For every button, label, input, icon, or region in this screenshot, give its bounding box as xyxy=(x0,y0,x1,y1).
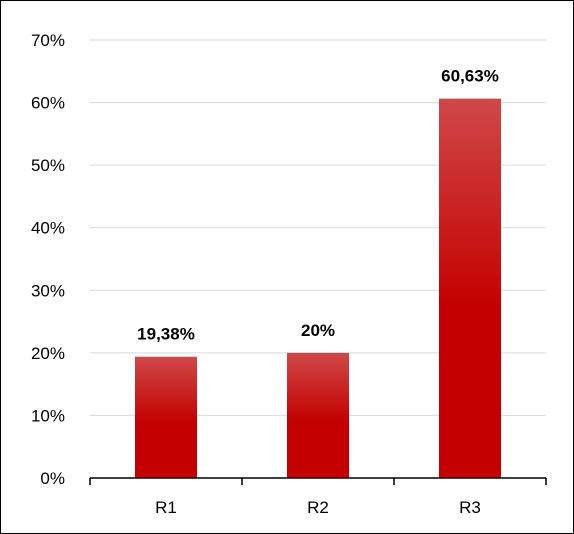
category-label: R3 xyxy=(459,498,481,517)
y-tick-label: 0% xyxy=(40,469,65,488)
y-tick-label: 40% xyxy=(31,219,65,238)
data-labels: 19,38% 20% 60,63% xyxy=(137,67,499,344)
bar-r1 xyxy=(135,356,197,478)
category-label: R1 xyxy=(155,498,177,517)
y-tick-label: 60% xyxy=(31,94,65,113)
data-label: 60,63% xyxy=(441,67,499,86)
y-tick-label: 70% xyxy=(31,31,65,50)
data-label: 20% xyxy=(301,321,335,340)
x-axis xyxy=(89,477,547,485)
y-axis-tick-labels: 0% 10% 20% 30% 40% 50% 60% 70% xyxy=(31,31,65,488)
bars xyxy=(135,98,501,478)
x-axis-category-labels: R1 R2 R3 xyxy=(155,498,481,517)
y-tick-label: 30% xyxy=(31,281,65,300)
bar-r3 xyxy=(439,98,501,478)
bar-r2 xyxy=(287,352,349,478)
y-tick-label: 20% xyxy=(31,344,65,363)
y-tick-label: 50% xyxy=(31,156,65,175)
y-tick-label: 10% xyxy=(31,406,65,425)
data-label: 19,38% xyxy=(137,325,195,344)
category-label: R2 xyxy=(307,498,329,517)
